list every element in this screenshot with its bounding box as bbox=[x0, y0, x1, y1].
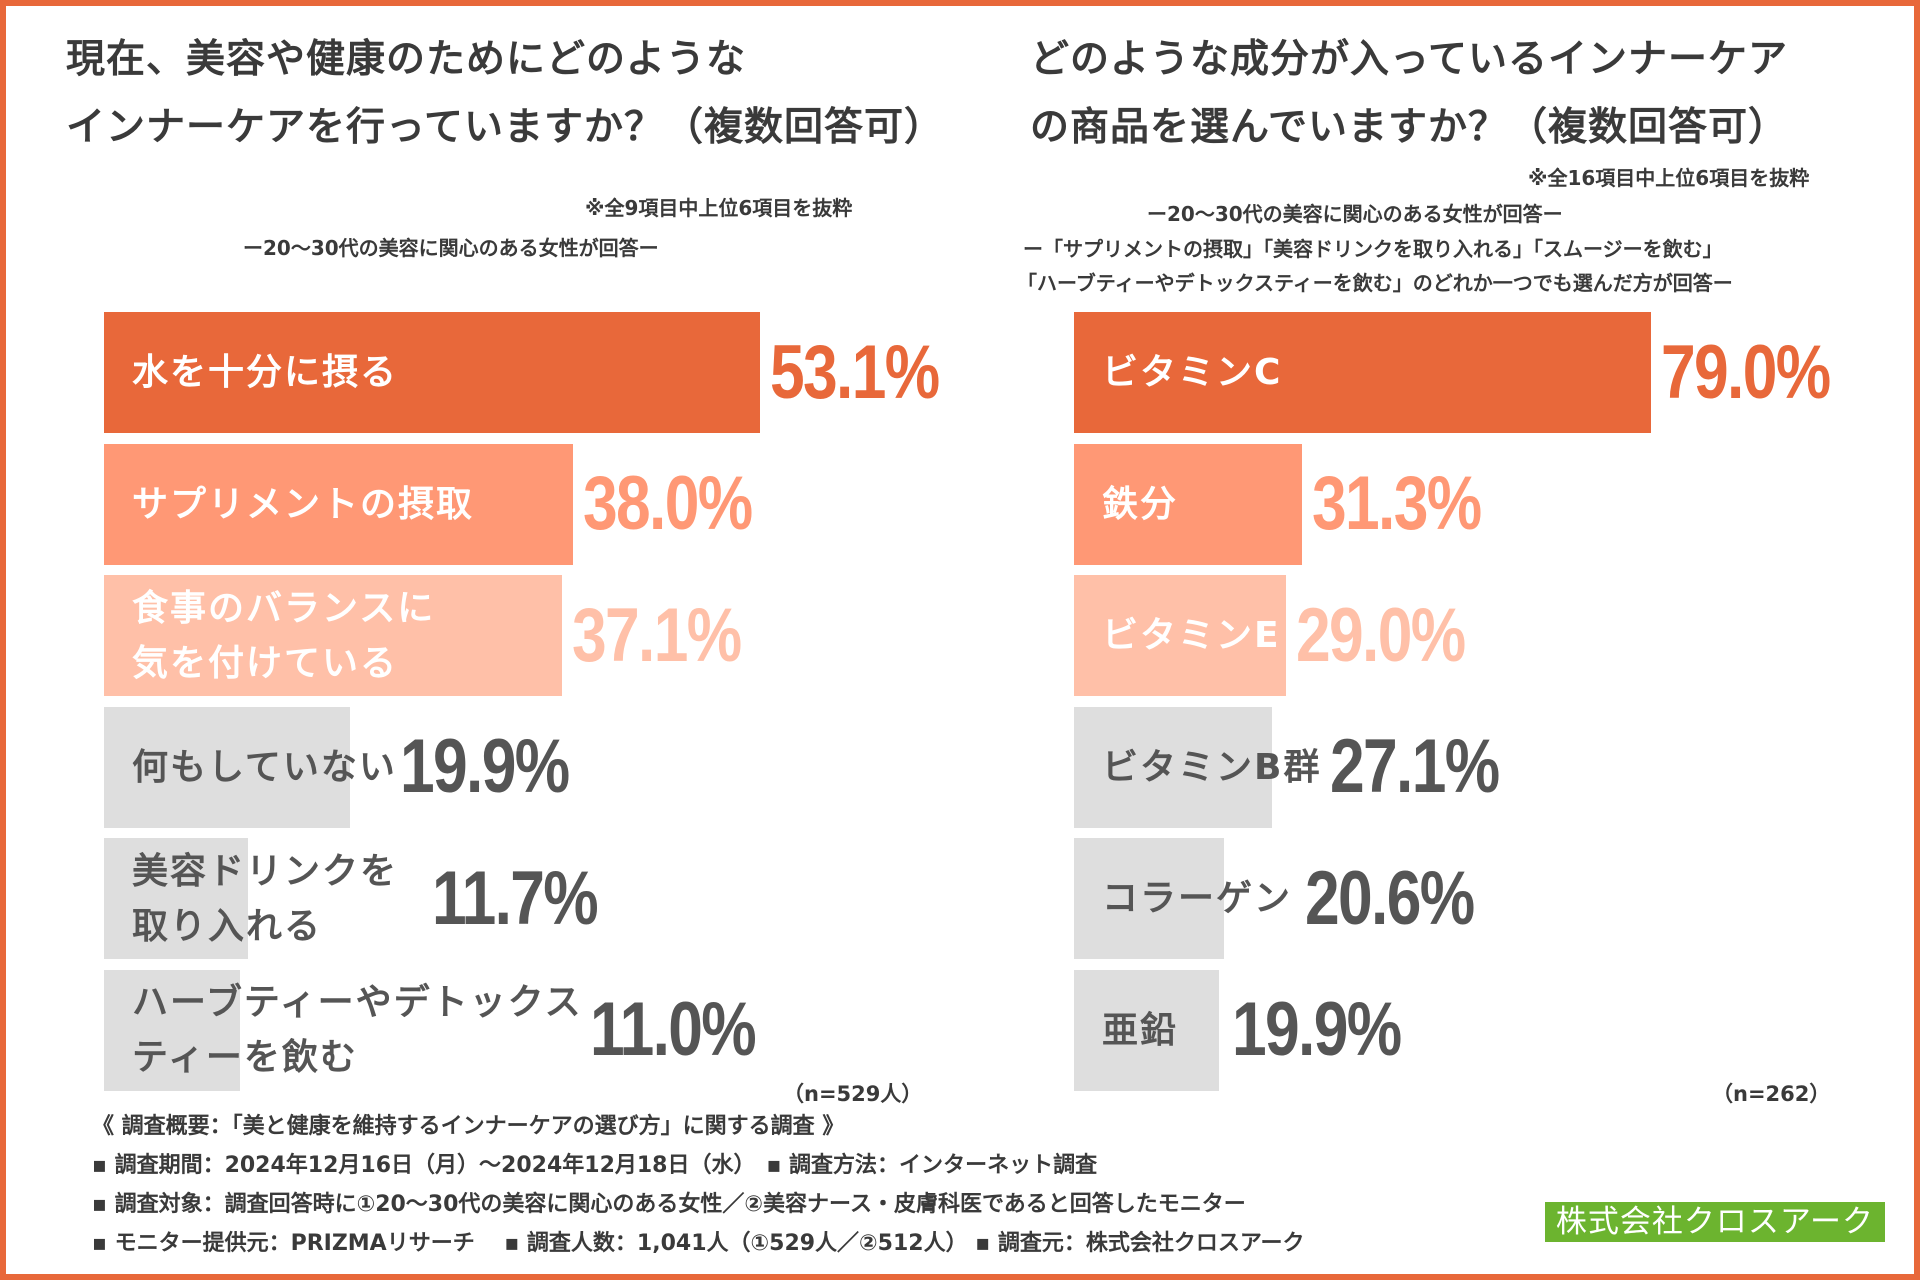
right-bar-label-5-line-1: コラーゲン bbox=[1102, 878, 1293, 919]
right-bar-label-1-line-1: ビタミンC bbox=[1102, 352, 1283, 393]
left-bar-label-3: 食事のバランスに 気を付けている bbox=[132, 581, 435, 691]
survey-footer: 《 調査概要：「美と健康を維持するインナーケアの選び方」に関する調査 》 ▪ 調… bbox=[92, 1107, 1305, 1263]
right-bar-label-4-line-1: ビタミンB群 bbox=[1102, 746, 1322, 788]
left-sample-size: （n=529人） bbox=[783, 1082, 923, 1106]
company-badge: 株式会社クロスアーク bbox=[1545, 1202, 1885, 1242]
right-bar-value-3: 29.0% bbox=[1295, 592, 1466, 678]
left-chart-title: 現在、美容や健康のためにどのような インナーケアを行っていますか？（複数回答可） bbox=[66, 37, 945, 150]
left-bar-label-2: サプリメントの摂取 bbox=[132, 477, 474, 532]
left-bar-label-1-line-1: 水を十分に摂る bbox=[132, 352, 399, 393]
left-bar-value-6: 11.0% bbox=[590, 987, 757, 1072]
left-bar-label-6-line-2: ティーを飲む bbox=[132, 1037, 358, 1078]
right-bar-value-4: 27.1% bbox=[1330, 724, 1500, 809]
left-bar-label-4: 何もしていない bbox=[132, 740, 397, 795]
left-bar-label-4-line-1: 何もしていない bbox=[132, 746, 397, 788]
left-bar-label-3-line-2: 気を付けている bbox=[132, 642, 399, 684]
right-bar-label-2-line-1: 鉄分 bbox=[1102, 483, 1179, 525]
right-chart-note: ※全16項目中上位6項目を抜粋 bbox=[1528, 166, 1810, 190]
left-bar-label-5: 美容ドリンクを 取り入れる bbox=[132, 844, 398, 954]
right-bar-value-2: 31.3% bbox=[1312, 461, 1482, 546]
right-chart-subtitle-1: ー20〜30代の美容に関心のある女性が回答ー bbox=[1147, 202, 1563, 226]
left-bar-1 bbox=[104, 312, 760, 433]
footer-line-provider: ▪ モニター提供元：PRIZMAリサーチ ▪ 調査人数：1,041人（①529人… bbox=[92, 1231, 1305, 1256]
left-bar-3 bbox=[104, 575, 563, 696]
right-bar-3 bbox=[1074, 575, 1286, 696]
left-bar-label-5-line-1: 美容ドリンクを bbox=[132, 850, 399, 892]
right-bar-6 bbox=[1074, 969, 1220, 1091]
left-bar-label-3-line-1: 食事のバランスに bbox=[132, 587, 436, 629]
left-chart-subtitle: ー20〜30代の美容に関心のある女性が回答ー bbox=[243, 236, 659, 260]
right-chart-title: どのような成分が入っているインナーケア の商品を選んでいますか？（複数回答可） bbox=[1030, 37, 1789, 150]
right-bar-label-3-line-1: ビタミンE bbox=[1102, 615, 1281, 656]
left-bar-value-3: 37.1% bbox=[572, 592, 742, 678]
right-bar-label-6-line-1: 亜鉛 bbox=[1102, 1009, 1179, 1051]
right-bar-label-4: ビタミンB群 bbox=[1102, 740, 1321, 795]
left-bar-value-1: 53.1% bbox=[769, 329, 940, 415]
left-bar-label-1: 水を十分に摂る bbox=[132, 345, 398, 400]
left-bar-5 bbox=[104, 838, 249, 959]
left-bar-6 bbox=[104, 969, 240, 1091]
right-chart-subtitle-3: 「ハーブティーやデトックスティーを飲む」のどれか一つでも選んだ方が回答ー bbox=[1017, 271, 1733, 295]
left-bar-label-6: ハーブティーやデトックス ティーを飲む bbox=[132, 975, 583, 1085]
footer-line-target: ▪ 調査対象：調査回答時に①20〜30代の美容に関心のある女性／②美容ナース・皮… bbox=[92, 1192, 1246, 1217]
left-chart-note: ※全9項目中上位6項目を抜粋 bbox=[585, 196, 853, 220]
left-bar-4 bbox=[104, 706, 350, 828]
right-sample-size: （n=262） bbox=[1712, 1082, 1831, 1106]
right-chart-subtitle-2: ー「サプリメントの摂取」「美容ドリンクを取り入れる」「スムージーを飲む」 bbox=[1023, 237, 1723, 261]
footer-line-period: ▪ 調査期間：2024年12月16日（月）〜2024年12月18日（水） ▪ 調… bbox=[92, 1153, 1098, 1178]
left-bar-value-2: 38.0% bbox=[583, 461, 753, 546]
left-bar-value-5: 11.7% bbox=[432, 855, 599, 941]
right-bar-value-5: 20.6% bbox=[1305, 855, 1475, 941]
right-bar-1 bbox=[1074, 312, 1651, 433]
footer-line-overview: 《 調査概要：「美と健康を維持するインナーケアの選び方」に関する調査 》 bbox=[92, 1114, 845, 1139]
left-bar-label-2-line-1: サプリメントの摂取 bbox=[132, 483, 475, 525]
right-bar-label-6: 亜鉛 bbox=[1102, 1003, 1178, 1058]
right-bar-label-2: 鉄分 bbox=[1102, 477, 1178, 532]
right-bar-4 bbox=[1074, 706, 1272, 828]
right-bar-label-3: ビタミンE bbox=[1102, 608, 1281, 663]
right-bar-value-6: 19.9% bbox=[1232, 987, 1402, 1072]
left-bar-2 bbox=[104, 443, 574, 565]
right-bar-2 bbox=[1074, 443, 1303, 565]
left-bar-label-6-line-1: ハーブティーやデトックス bbox=[132, 982, 583, 1023]
left-bar-value-4: 19.9% bbox=[400, 724, 570, 809]
right-bar-label-5: コラーゲン bbox=[1102, 871, 1292, 926]
right-bar-value-1: 79.0% bbox=[1660, 329, 1831, 415]
left-bar-label-5-line-2: 取り入れる bbox=[132, 905, 323, 947]
right-bar-5 bbox=[1074, 838, 1225, 959]
right-bar-label-1: ビタミンC bbox=[1102, 345, 1282, 400]
